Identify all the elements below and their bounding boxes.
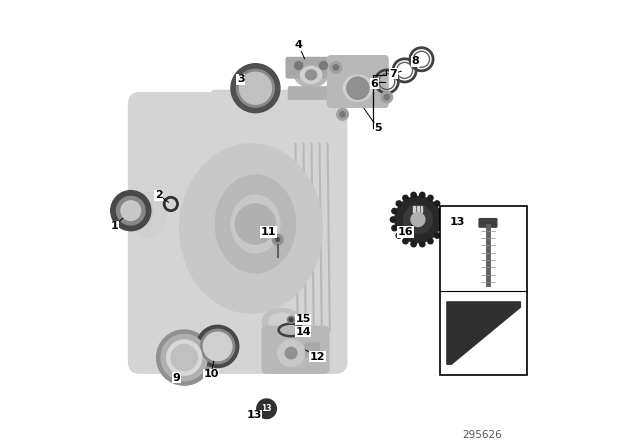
Ellipse shape xyxy=(166,340,202,375)
Ellipse shape xyxy=(237,69,275,107)
Circle shape xyxy=(278,340,305,366)
Text: 3: 3 xyxy=(237,74,244,84)
Text: 2: 2 xyxy=(155,190,163,200)
Circle shape xyxy=(395,196,441,243)
Bar xyxy=(440,206,527,375)
Text: 13: 13 xyxy=(450,217,465,227)
Text: 15: 15 xyxy=(296,314,311,324)
Ellipse shape xyxy=(121,201,141,220)
FancyBboxPatch shape xyxy=(305,343,319,357)
Ellipse shape xyxy=(111,190,151,231)
Circle shape xyxy=(428,238,433,244)
Ellipse shape xyxy=(196,325,239,368)
Circle shape xyxy=(319,61,328,69)
FancyBboxPatch shape xyxy=(410,206,426,218)
Circle shape xyxy=(404,205,432,234)
Circle shape xyxy=(330,61,342,73)
Circle shape xyxy=(435,201,440,206)
Bar xyxy=(420,206,422,211)
Ellipse shape xyxy=(294,63,328,87)
Circle shape xyxy=(396,233,401,238)
Ellipse shape xyxy=(216,175,296,273)
FancyBboxPatch shape xyxy=(328,56,388,108)
FancyBboxPatch shape xyxy=(211,90,344,180)
FancyBboxPatch shape xyxy=(286,57,336,78)
Ellipse shape xyxy=(231,64,280,113)
Ellipse shape xyxy=(239,72,271,104)
Text: 9: 9 xyxy=(173,373,180,383)
Ellipse shape xyxy=(180,144,322,313)
Ellipse shape xyxy=(344,75,372,101)
Circle shape xyxy=(340,112,345,117)
Ellipse shape xyxy=(200,329,235,364)
Circle shape xyxy=(337,108,348,120)
Circle shape xyxy=(420,241,425,247)
Bar xyxy=(417,206,419,211)
Circle shape xyxy=(435,233,440,238)
Circle shape xyxy=(438,225,444,231)
Circle shape xyxy=(438,208,444,214)
Polygon shape xyxy=(447,302,520,364)
Circle shape xyxy=(411,192,416,198)
Circle shape xyxy=(384,95,389,100)
Text: 11: 11 xyxy=(261,227,276,237)
Ellipse shape xyxy=(262,309,302,335)
Ellipse shape xyxy=(269,313,296,331)
Ellipse shape xyxy=(131,193,166,237)
Circle shape xyxy=(347,77,369,99)
Ellipse shape xyxy=(126,197,153,224)
Circle shape xyxy=(276,238,280,241)
Circle shape xyxy=(287,316,294,323)
Text: 8: 8 xyxy=(412,56,420,66)
Circle shape xyxy=(289,318,293,322)
Ellipse shape xyxy=(305,70,317,80)
Text: 10: 10 xyxy=(204,370,219,379)
Text: 7: 7 xyxy=(390,69,397,78)
Circle shape xyxy=(396,201,401,206)
Ellipse shape xyxy=(204,332,232,361)
FancyBboxPatch shape xyxy=(479,219,497,227)
Bar xyxy=(413,206,415,211)
Circle shape xyxy=(403,195,408,201)
Text: 5: 5 xyxy=(374,123,381,133)
Ellipse shape xyxy=(171,345,197,370)
Circle shape xyxy=(411,241,416,247)
Circle shape xyxy=(440,217,445,222)
Text: 14: 14 xyxy=(295,327,311,337)
Text: 12: 12 xyxy=(310,352,326,362)
Circle shape xyxy=(390,217,396,222)
Text: 6: 6 xyxy=(371,79,378,89)
Circle shape xyxy=(236,204,275,244)
Ellipse shape xyxy=(300,66,322,83)
Circle shape xyxy=(257,399,276,418)
Circle shape xyxy=(392,225,397,231)
Ellipse shape xyxy=(231,195,280,253)
FancyBboxPatch shape xyxy=(262,327,329,373)
Circle shape xyxy=(428,195,433,201)
Circle shape xyxy=(381,91,392,103)
Text: 16: 16 xyxy=(397,227,413,237)
Ellipse shape xyxy=(116,196,145,225)
Circle shape xyxy=(420,192,425,198)
Circle shape xyxy=(273,234,283,245)
Text: 13: 13 xyxy=(246,410,262,420)
Circle shape xyxy=(294,61,303,69)
Text: 295626: 295626 xyxy=(463,431,502,440)
Circle shape xyxy=(285,347,297,359)
Circle shape xyxy=(411,213,425,227)
FancyBboxPatch shape xyxy=(129,93,347,373)
Text: 4: 4 xyxy=(294,40,303,50)
Ellipse shape xyxy=(161,334,207,381)
Ellipse shape xyxy=(131,99,344,366)
Ellipse shape xyxy=(157,330,212,385)
Circle shape xyxy=(403,238,408,244)
Text: 13: 13 xyxy=(261,404,272,413)
Circle shape xyxy=(392,208,397,214)
Text: 1: 1 xyxy=(111,221,118,231)
Circle shape xyxy=(333,65,339,70)
FancyBboxPatch shape xyxy=(289,87,334,99)
